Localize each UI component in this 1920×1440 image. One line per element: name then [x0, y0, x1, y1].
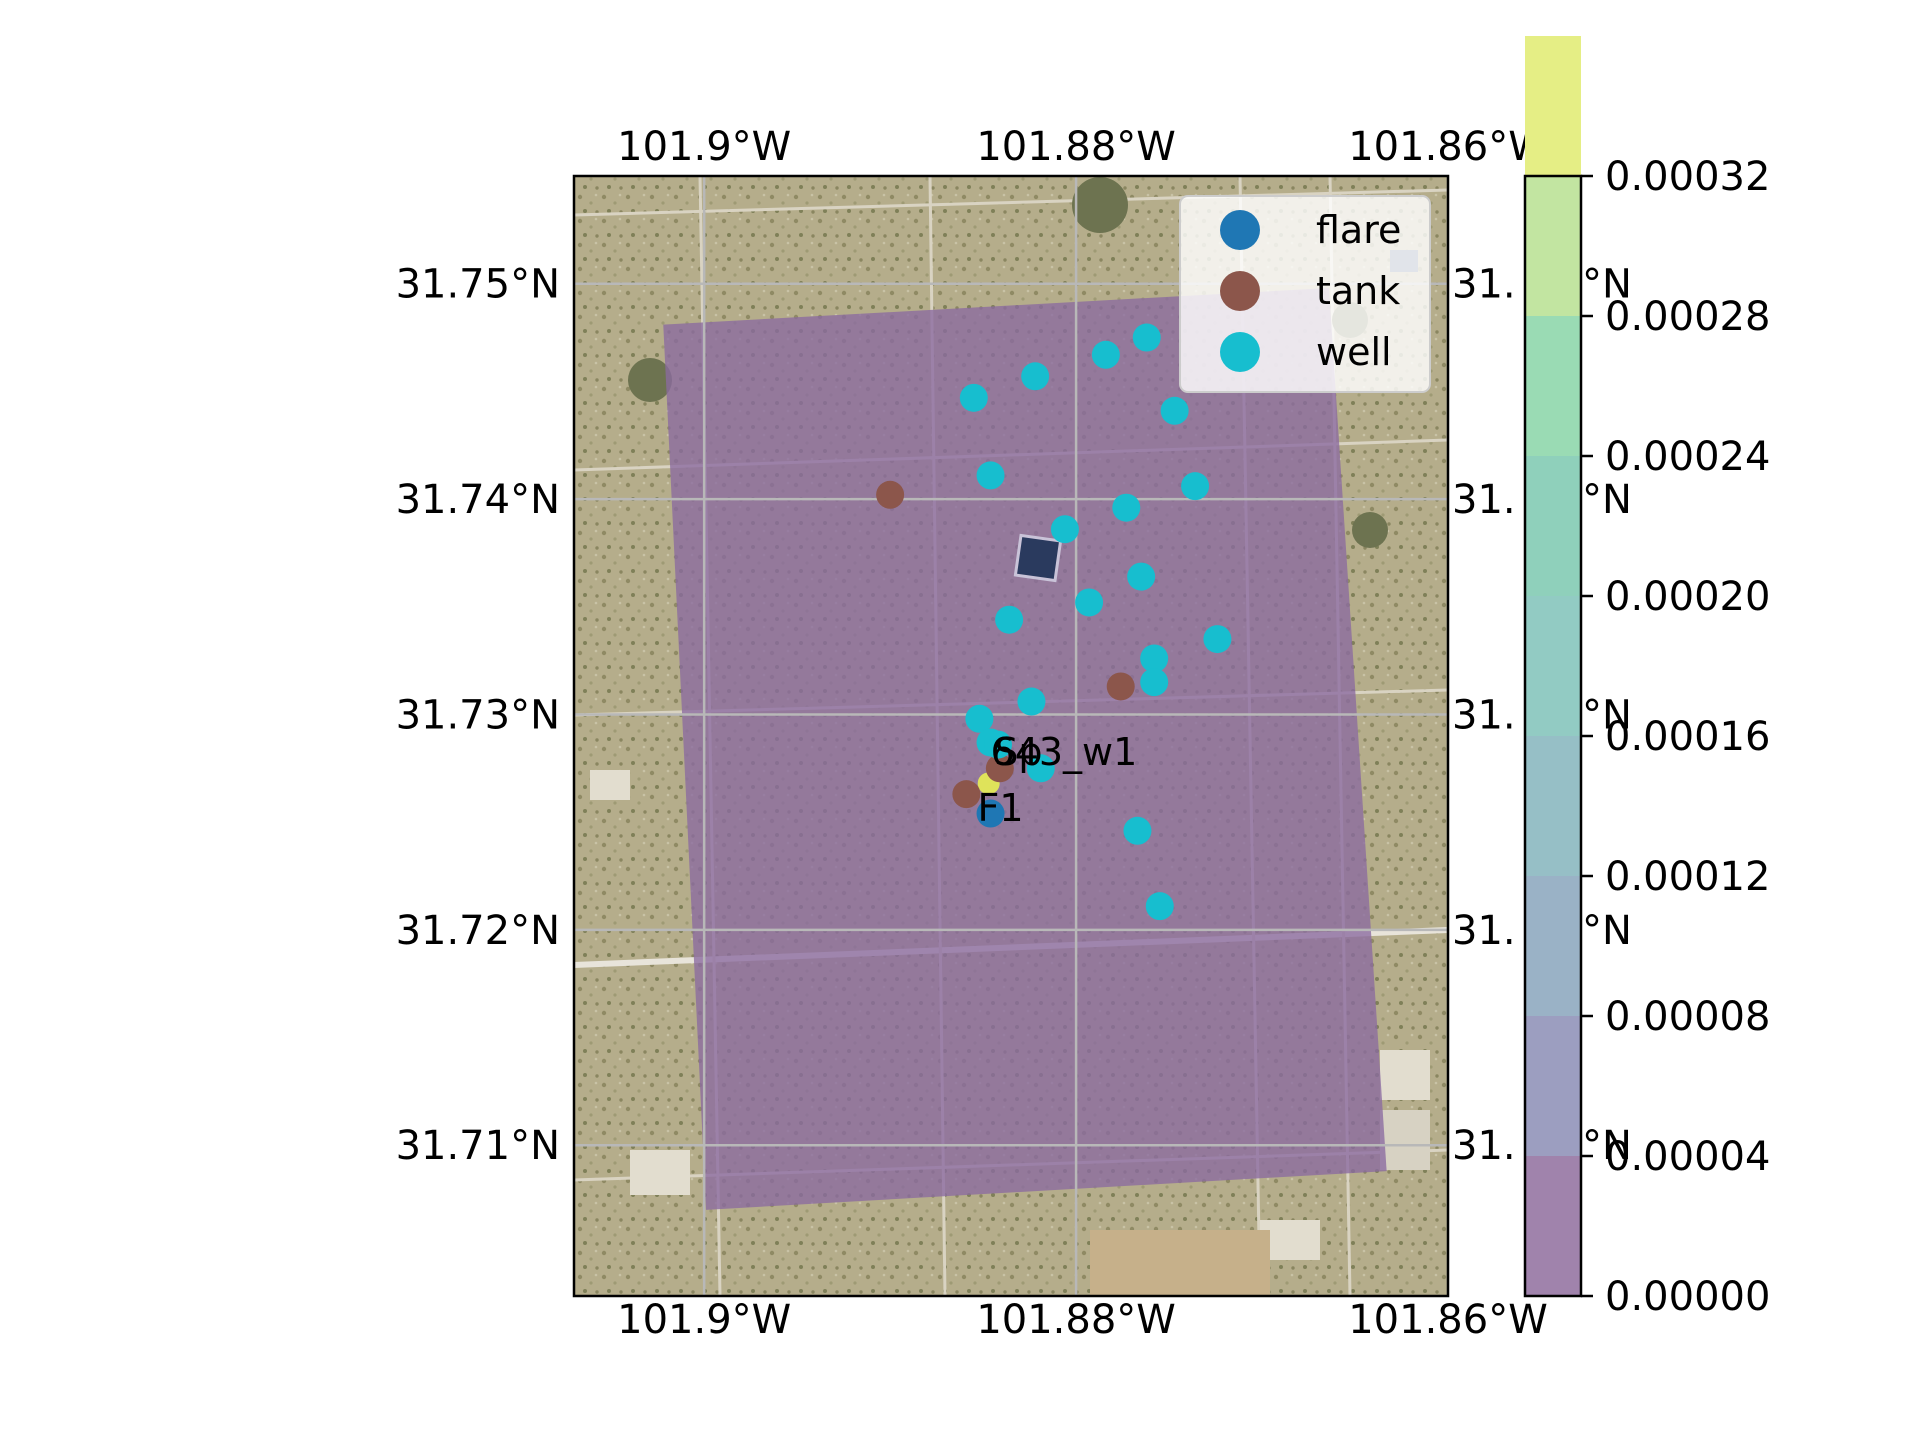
x-tick-label: 101.88°W — [976, 124, 1176, 170]
y-tick-label-left: 31.73°N — [396, 692, 560, 738]
y-tick-label-right: 31. — [1452, 908, 1516, 954]
legend-marker-tank — [1220, 271, 1260, 311]
well-point — [1145, 892, 1174, 921]
well-point — [1075, 588, 1104, 617]
colorbar-band — [1525, 736, 1581, 876]
map-axes-frame — [572, 174, 1450, 1298]
y-tick-label-left: 31.74°N — [396, 477, 560, 523]
well-points — [959, 323, 1232, 921]
y-tick-label-left: 31.72°N — [396, 908, 560, 954]
well-point — [1132, 323, 1161, 352]
well-point — [1203, 625, 1232, 654]
colorbar-tick-label: 0.00004 — [1605, 1134, 1770, 1180]
y-tick-labels-left: 31.75°N 31.74°N 31.73°N 31.72°N 31.71°N — [396, 262, 560, 1170]
well-point — [1127, 562, 1156, 591]
colorbar-tick-label: 0.00020 — [1605, 574, 1770, 620]
x-tick-label: 101.9°W — [617, 124, 791, 170]
flare-points — [976, 799, 1005, 828]
well-point — [959, 383, 988, 412]
well-point — [1091, 340, 1120, 369]
well-point — [976, 461, 1005, 490]
colorbar-band — [1525, 596, 1581, 736]
tank-point — [1106, 672, 1135, 701]
well-point — [995, 605, 1024, 634]
colorbar-band — [1525, 1156, 1581, 1296]
y-tick-label-right: 31. — [1452, 692, 1516, 738]
tank-point — [985, 754, 1014, 783]
y-tick-label-left: 31.71°N — [396, 1123, 560, 1169]
legend-label-tank: tank — [1316, 269, 1400, 313]
site-label: 643_w1 — [991, 730, 1138, 774]
colorbar-tick-label: 0.00000 — [1605, 1274, 1770, 1320]
colorbar-band — [1525, 876, 1581, 1016]
y-tick-label-right-suffix: °N — [1582, 692, 1632, 738]
colorbar-tick-label: 0.00024 — [1605, 434, 1770, 480]
x-tick-label: 101.86°W — [1348, 1297, 1548, 1343]
well-point — [1021, 362, 1050, 391]
y-tick-label-left: 31.75°N — [396, 262, 560, 308]
legend-marker-well — [1220, 332, 1260, 372]
legend-label-well: well — [1316, 330, 1392, 374]
legend-label-flare: flare — [1316, 208, 1401, 252]
colorbar-tick-label: 0.00032 — [1605, 154, 1770, 200]
y-tick-label-right: 31. — [1452, 262, 1516, 308]
colorbar-tick-label: 0.00016 — [1605, 714, 1770, 760]
tank-point — [876, 480, 905, 509]
concentration-field — [663, 288, 1387, 1210]
well-point — [1160, 396, 1189, 425]
well-point — [1017, 687, 1046, 716]
y-tick-label-right-suffix: °N — [1582, 908, 1632, 954]
site-label: Sp — [994, 730, 1042, 774]
y-tick-label-right-suffix: °N — [1582, 1123, 1632, 1169]
y-tick-label-right-suffix: °N — [1582, 477, 1632, 523]
tank-point — [952, 780, 981, 809]
legend-marker-flare — [1220, 210, 1260, 250]
site-label: F1 — [978, 786, 1024, 830]
colorbar-tick-label: 0.00028 — [1605, 294, 1770, 340]
colorbar-band — [1525, 456, 1581, 596]
well-point — [1181, 472, 1210, 501]
colorbar-tick-label: 0.00008 — [1605, 994, 1770, 1040]
well-point — [1026, 754, 1055, 783]
x-tick-labels-bottom: 101.9°W 101.88°W 101.86°W — [617, 1297, 1548, 1343]
x-tick-labels-top: 101.9°W 101.88°W 101.86°W — [617, 124, 1548, 170]
colorbar-band — [1525, 176, 1581, 316]
colorbar-band — [1525, 1016, 1581, 1156]
legend: flare tank well — [1179, 195, 1431, 393]
well-point — [983, 730, 1012, 759]
well-point — [1140, 644, 1169, 673]
colorbar-band — [1525, 316, 1581, 456]
well-point — [965, 704, 994, 733]
colorbar-tick-label: 0.00012 — [1605, 854, 1770, 900]
flare-point — [976, 799, 1005, 828]
well-pad-pond — [1013, 533, 1063, 583]
y-tick-label-right-suffix: °N — [1582, 262, 1632, 308]
colorbar-band — [1525, 36, 1581, 176]
x-tick-label: 101.9°W — [617, 1297, 791, 1343]
well-point — [1123, 816, 1152, 845]
y-tick-label-right: 31. — [1452, 1123, 1516, 1169]
colorbar: 0.00000 0.00004 0.00008 0.00012 0.00016 0.000… — [1523, 36, 1770, 1320]
y-tick-labels-right: 31. °N 31. °N 31. °N 31. °N 31. °N — [1452, 262, 1632, 1170]
map-gridlines — [574, 176, 1448, 1296]
well-point — [1140, 668, 1169, 697]
well-point — [1112, 493, 1141, 522]
y-tick-label-right: 31. — [1452, 477, 1516, 523]
x-tick-label: 101.86°W — [1348, 124, 1548, 170]
well-point — [1050, 515, 1079, 544]
tank-points — [876, 480, 1135, 809]
x-tick-label: 101.88°W — [976, 1297, 1176, 1343]
